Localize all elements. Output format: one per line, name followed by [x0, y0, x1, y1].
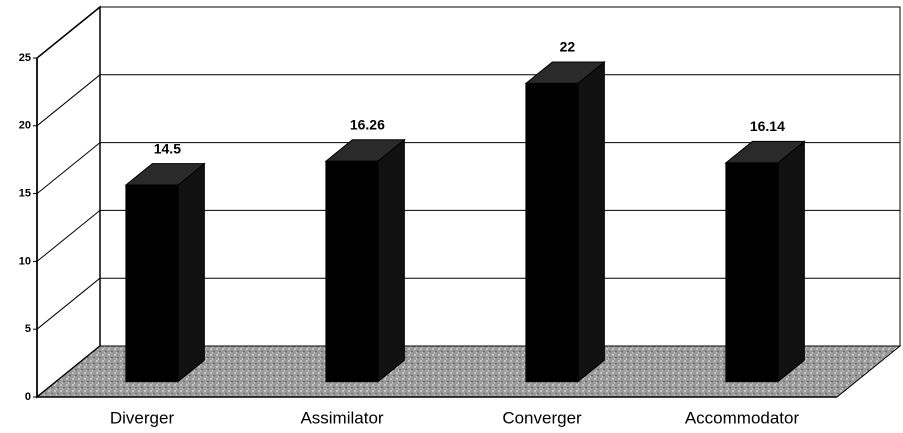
- grid-line: [36, 142, 101, 194]
- y-tick-label: 15: [19, 188, 31, 200]
- bar: [725, 162, 779, 383]
- y-tick-label: 5: [25, 323, 31, 335]
- data-label: 16.26: [350, 116, 385, 132]
- bar: [325, 160, 379, 383]
- grid-line: [36, 210, 101, 262]
- grid-line: [36, 345, 101, 398]
- x-tick-label: Assimilator: [300, 408, 383, 427]
- bar: [525, 82, 579, 383]
- data-label: 16.14: [750, 118, 785, 134]
- y-tick-label: 10: [19, 255, 31, 267]
- bar: [125, 184, 179, 383]
- bar-side: [377, 138, 405, 383]
- side-wall: [36, 5, 101, 399]
- grid-line: [36, 277, 101, 330]
- y-tick-label: 25: [19, 52, 31, 64]
- grid-line: [36, 74, 101, 127]
- bar-side: [177, 162, 205, 383]
- y-tick-label: 0: [25, 391, 31, 403]
- x-tick-label: Converger: [502, 408, 582, 427]
- bar-side: [577, 60, 605, 383]
- y-tick-label: 20: [19, 120, 31, 132]
- data-label: 14.5: [154, 140, 181, 156]
- x-tick-label: Accommodator: [685, 408, 800, 427]
- data-label: 22: [560, 39, 576, 55]
- x-tick-label: Diverger: [110, 408, 175, 427]
- bar-side: [777, 140, 805, 383]
- grid-line: [36, 6, 101, 59]
